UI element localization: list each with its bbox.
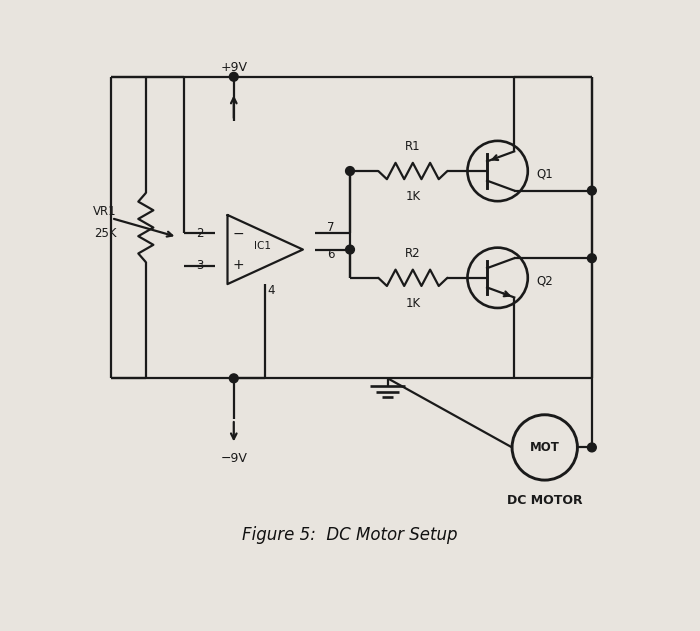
Text: 6: 6 bbox=[327, 248, 335, 261]
Circle shape bbox=[230, 73, 238, 81]
Text: Figure 5:  DC Motor Setup: Figure 5: DC Motor Setup bbox=[242, 526, 458, 545]
Text: 2: 2 bbox=[196, 227, 204, 240]
Circle shape bbox=[346, 167, 354, 175]
Circle shape bbox=[587, 443, 596, 452]
Text: Q2: Q2 bbox=[537, 274, 553, 288]
Text: 25K: 25K bbox=[94, 227, 116, 240]
Text: R2: R2 bbox=[405, 247, 421, 260]
Text: R1: R1 bbox=[405, 141, 421, 153]
Text: 4: 4 bbox=[267, 284, 275, 297]
Circle shape bbox=[230, 374, 238, 383]
Text: IC1: IC1 bbox=[253, 242, 270, 251]
Text: Q1: Q1 bbox=[537, 168, 553, 180]
Circle shape bbox=[587, 254, 596, 262]
Text: 3: 3 bbox=[196, 259, 204, 273]
Text: +: + bbox=[232, 259, 244, 273]
Text: MOT: MOT bbox=[530, 441, 560, 454]
Text: 1K: 1K bbox=[405, 297, 421, 310]
Text: −: − bbox=[232, 227, 244, 240]
Circle shape bbox=[346, 245, 354, 254]
Text: DC MOTOR: DC MOTOR bbox=[507, 494, 582, 507]
Text: 7: 7 bbox=[327, 221, 335, 234]
Text: +9V: +9V bbox=[220, 61, 247, 74]
Circle shape bbox=[587, 186, 596, 195]
Text: VR1: VR1 bbox=[93, 205, 117, 218]
Text: 1K: 1K bbox=[405, 190, 421, 203]
Text: −9V: −9V bbox=[220, 452, 247, 465]
